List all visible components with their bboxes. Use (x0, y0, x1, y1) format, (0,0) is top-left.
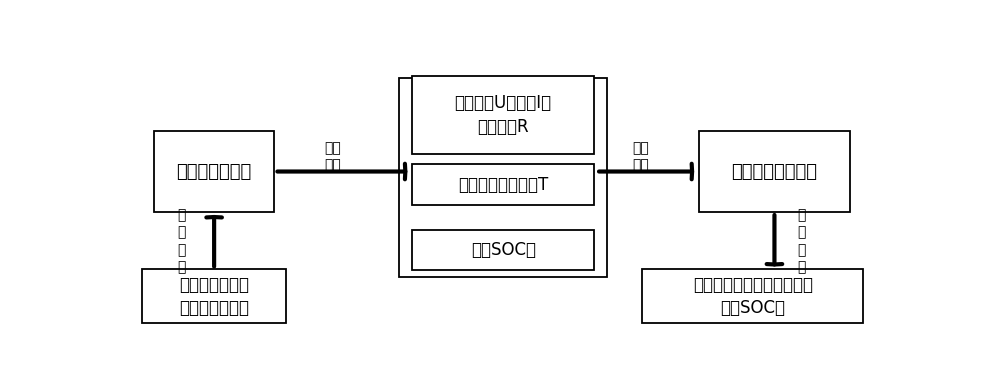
Text: 实
时
检
测: 实 时 检 测 (797, 208, 806, 274)
Bar (699, 131, 850, 212)
Bar (412, 230, 594, 270)
Text: 计算SOC值: 计算SOC值 (471, 241, 536, 259)
Text: 应用于同类型动力电池实时
估计SOC值: 应用于同类型动力电池实时 估计SOC值 (693, 276, 813, 317)
Bar (412, 76, 594, 154)
Text: 动力电池测试仪: 动力电池测试仪 (176, 162, 252, 181)
Text: 测量
数据: 测量 数据 (324, 141, 341, 173)
Bar (399, 78, 607, 277)
Bar (642, 270, 863, 323)
Text: 测定电压U、电流I、
动态电阻R: 测定电压U、电流I、 动态电阻R (455, 94, 552, 136)
Text: 建立三维关系模型: 建立三维关系模型 (731, 162, 817, 181)
Text: 测量对应时刻温度T: 测量对应时刻温度T (458, 176, 548, 193)
Bar (142, 270, 286, 323)
Text: 输出
数据: 输出 数据 (632, 141, 649, 173)
Bar (154, 131, 274, 212)
Text: 数
据
采
集: 数 据 采 集 (177, 208, 186, 274)
Bar (412, 164, 594, 205)
Text: 经过筛选的参数
相同的一组电池: 经过筛选的参数 相同的一组电池 (179, 276, 249, 317)
